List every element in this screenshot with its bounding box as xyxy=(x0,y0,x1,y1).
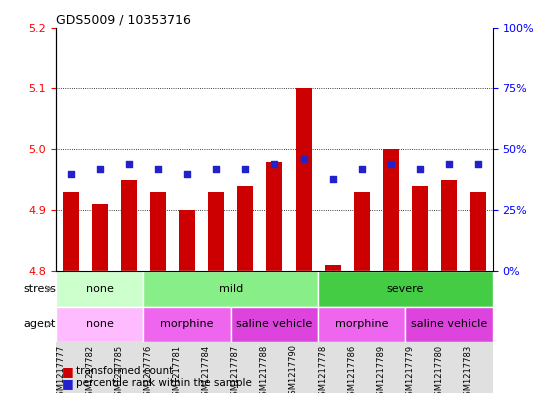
Text: GSM1217790: GSM1217790 xyxy=(289,344,298,393)
Point xyxy=(153,166,162,172)
Bar xyxy=(441,180,457,271)
Point xyxy=(328,175,337,182)
Bar xyxy=(179,210,195,271)
Text: GSM1217789: GSM1217789 xyxy=(376,344,385,393)
Bar xyxy=(412,186,428,271)
Text: saline vehicle: saline vehicle xyxy=(411,319,487,329)
Bar xyxy=(56,271,143,307)
Text: GDS5009 / 10353716: GDS5009 / 10353716 xyxy=(56,13,191,26)
Text: mild: mild xyxy=(218,284,243,294)
Point xyxy=(474,161,483,167)
Bar xyxy=(470,192,486,271)
Bar xyxy=(143,307,231,342)
Bar xyxy=(63,192,78,271)
Text: ■: ■ xyxy=(62,376,73,390)
Text: stress: stress xyxy=(23,284,56,294)
Point xyxy=(124,161,133,167)
Text: GSM1217781: GSM1217781 xyxy=(172,344,181,393)
Text: agent: agent xyxy=(24,319,56,329)
Text: GSM1217776: GSM1217776 xyxy=(143,344,152,393)
Bar xyxy=(237,186,253,271)
Bar xyxy=(318,307,405,342)
Bar xyxy=(383,149,399,271)
Bar xyxy=(92,204,108,271)
Text: GSM1217784: GSM1217784 xyxy=(202,344,211,393)
Text: GSM1217788: GSM1217788 xyxy=(260,344,269,393)
Text: morphine: morphine xyxy=(160,319,214,329)
Point xyxy=(357,166,366,172)
Text: none: none xyxy=(86,319,114,329)
Text: GSM1217777: GSM1217777 xyxy=(56,344,65,393)
Point xyxy=(299,156,308,162)
Bar xyxy=(325,265,340,271)
Text: GSM1217785: GSM1217785 xyxy=(114,344,123,393)
Text: morphine: morphine xyxy=(335,319,389,329)
Text: transformed count: transformed count xyxy=(76,366,173,376)
Bar xyxy=(267,162,282,271)
Point xyxy=(212,166,221,172)
Text: none: none xyxy=(86,284,114,294)
Bar xyxy=(354,192,370,271)
Bar xyxy=(405,307,493,342)
Text: severe: severe xyxy=(387,284,424,294)
Bar xyxy=(121,180,137,271)
Point xyxy=(183,171,192,177)
Bar xyxy=(231,307,318,342)
Point xyxy=(386,161,395,167)
Bar xyxy=(296,88,311,271)
Point xyxy=(270,161,279,167)
Point xyxy=(95,166,104,172)
Point xyxy=(416,166,424,172)
Point xyxy=(66,171,75,177)
Text: GSM1217782: GSM1217782 xyxy=(85,344,94,393)
Bar xyxy=(208,192,224,271)
Point xyxy=(241,166,250,172)
Bar xyxy=(318,271,493,307)
Text: percentile rank within the sample: percentile rank within the sample xyxy=(76,378,251,388)
Text: saline vehicle: saline vehicle xyxy=(236,319,312,329)
Text: GSM1217779: GSM1217779 xyxy=(405,344,414,393)
Text: GSM1217783: GSM1217783 xyxy=(464,344,473,393)
Text: GSM1217786: GSM1217786 xyxy=(347,344,356,393)
Text: GSM1217780: GSM1217780 xyxy=(435,344,444,393)
Text: GSM1217787: GSM1217787 xyxy=(231,344,240,393)
Bar xyxy=(143,271,318,307)
Bar xyxy=(150,192,166,271)
Text: GSM1217778: GSM1217778 xyxy=(318,344,327,393)
Text: ■: ■ xyxy=(62,365,73,378)
Bar xyxy=(56,307,143,342)
Point xyxy=(445,161,454,167)
